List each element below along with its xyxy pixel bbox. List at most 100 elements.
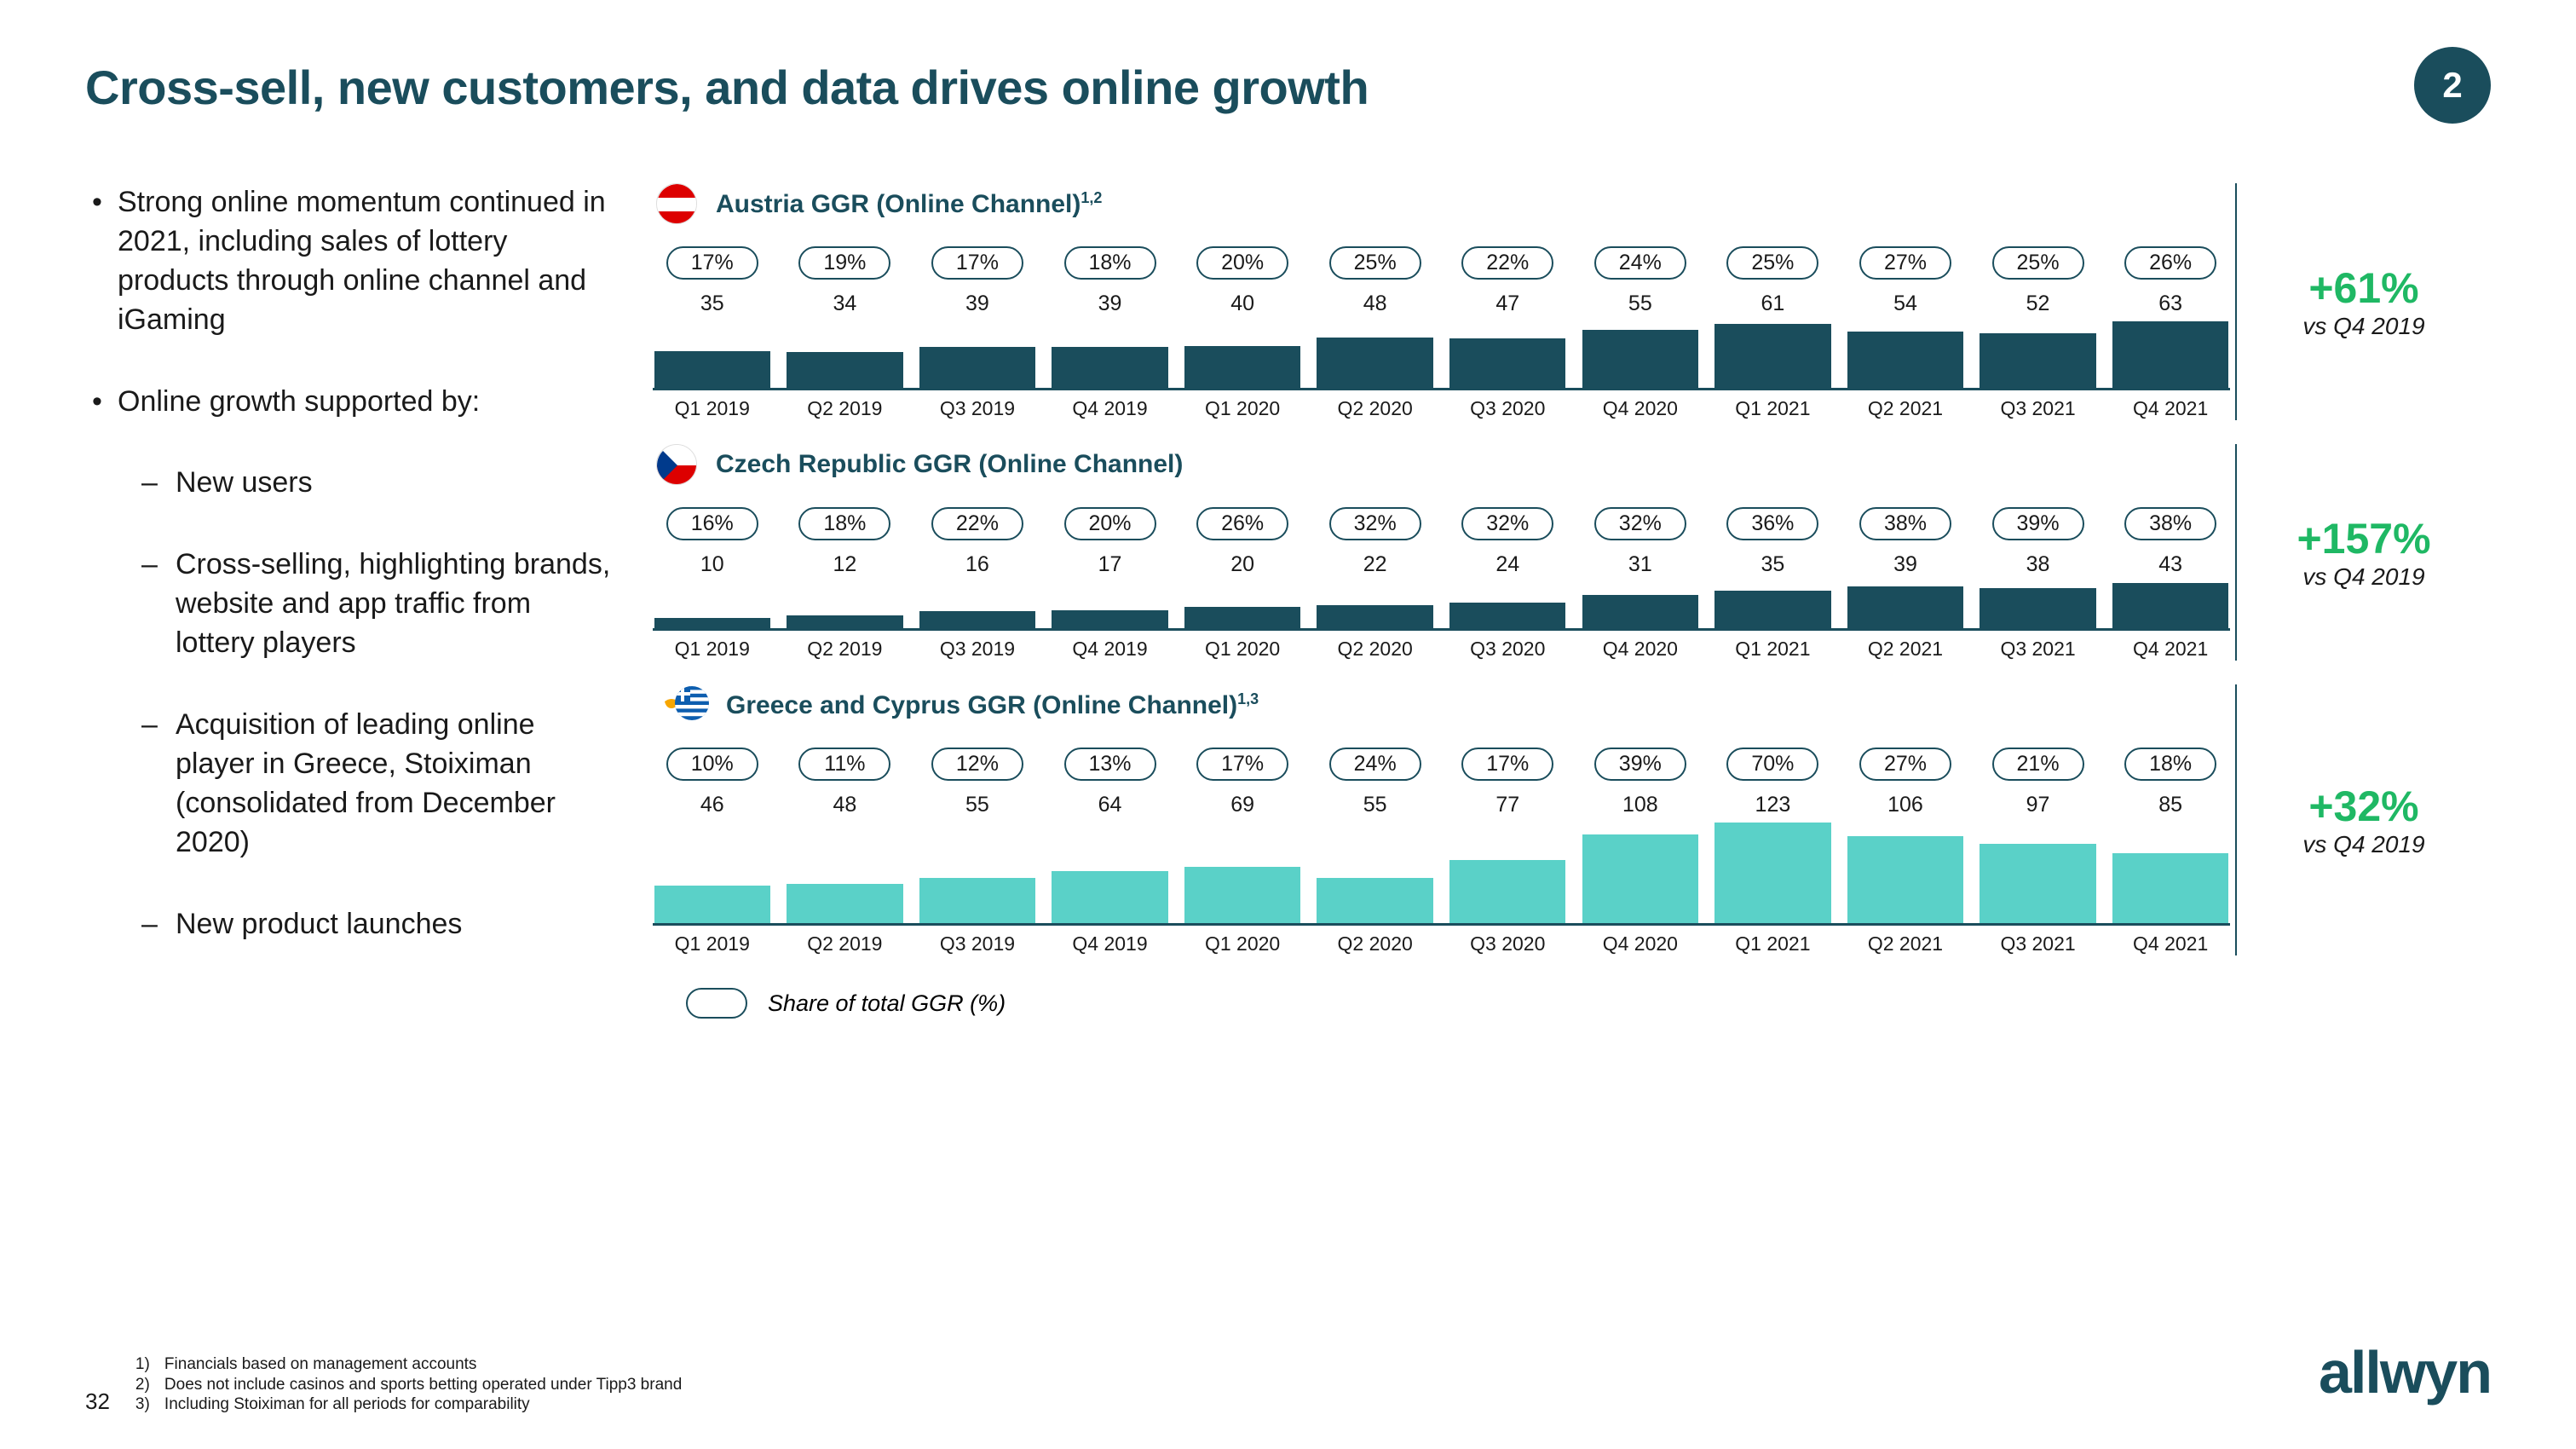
czech-col-5: 32%22	[1311, 507, 1440, 628]
austria-growth-sub: vs Q4 2019	[2302, 313, 2424, 340]
greece-growth: +32%vs Q4 2019	[2235, 684, 2491, 955]
czech-value-label-7: 31	[1628, 552, 1652, 577]
greece-xlabel-8: Q1 2021	[1709, 932, 1838, 955]
greece-bar-2	[919, 878, 1035, 923]
greece-col-7: 39%108	[1576, 748, 1705, 923]
austria-chart-title: Austria GGR (Online Channel)1,2	[716, 189, 1102, 219]
greece-bar-11	[2112, 853, 2228, 923]
czech-value-label-8: 35	[1761, 552, 1785, 577]
austria-col-10: 25%52	[1974, 246, 2103, 388]
austria-col-2: 17%39	[913, 246, 1042, 388]
greece-value-label-4: 69	[1230, 793, 1254, 817]
czech-value-label-4: 20	[1230, 552, 1254, 577]
greece-xlabel-6: Q3 2020	[1443, 932, 1572, 955]
austria-value-label-4: 40	[1230, 292, 1254, 316]
greece-bar-0	[654, 886, 770, 923]
austria-value-label-8: 61	[1761, 292, 1785, 316]
greece-col-9: 27%106	[1841, 748, 1970, 923]
austria-bar-1	[787, 352, 902, 388]
greece-value-label-3: 64	[1098, 793, 1122, 817]
austria-share-pill-10: 25%	[1992, 246, 2084, 280]
greece-col-2: 12%55	[913, 748, 1042, 923]
czech-share-pill-6: 32%	[1461, 507, 1553, 540]
footnote-1: 1)Financials based on management account…	[135, 1354, 682, 1375]
greece-bar-7	[1582, 834, 1698, 923]
greece-bar-4	[1184, 867, 1300, 923]
czech-value-label-3: 17	[1098, 552, 1122, 577]
austria-col-9: 27%54	[1841, 246, 1970, 388]
austria-value-label-0: 35	[700, 292, 724, 316]
greece-xlabel-3: Q4 2019	[1046, 932, 1175, 955]
austria-share-pill-11: 26%	[2124, 246, 2216, 280]
greece-col-6: 17%77	[1443, 748, 1572, 923]
austria-value-label-11: 63	[2158, 292, 2182, 316]
czech-value-label-5: 22	[1363, 552, 1387, 577]
austria-share-pill-2: 17%	[931, 246, 1023, 280]
czech-xlabel-3: Q4 2019	[1046, 638, 1175, 661]
czech-col-10: 39%38	[1974, 507, 2103, 628]
body: Strong online momentum continued in 2021…	[85, 183, 2491, 1019]
greece-value-label-2: 55	[965, 793, 989, 817]
czech-bar-4	[1184, 607, 1300, 628]
greece-value-label-8: 123	[1755, 793, 1791, 817]
austria-bar-11	[2112, 321, 2228, 388]
austria-value-label-9: 54	[1893, 292, 1917, 316]
czech-value-label-11: 43	[2158, 552, 2182, 577]
greece-xlabel-9: Q2 2021	[1841, 932, 1970, 955]
greece-xlabel-10: Q3 2021	[1974, 932, 2103, 955]
greece-chart-title: Greece and Cyprus GGR (Online Channel)1,…	[726, 690, 1259, 720]
czech-growth-sub: vs Q4 2019	[2302, 563, 2424, 591]
austria-share-pill-6: 22%	[1461, 246, 1553, 280]
austria-col-5: 25%48	[1311, 246, 1440, 388]
left-bullets: Strong online momentum continued in 2021…	[85, 183, 648, 1019]
chart-row-czech: Czech Republic GGR (Online Channel)16%10…	[648, 444, 2491, 661]
czech-xlabel-11: Q4 2021	[2106, 638, 2235, 661]
austria-xlabel-0: Q1 2019	[648, 397, 777, 420]
austria-xlabel-1: Q2 2019	[781, 397, 910, 420]
austria-bar-0	[654, 351, 770, 388]
greece-share-pill-5: 24%	[1329, 748, 1421, 781]
legend: Share of total GGR (%)	[648, 988, 2491, 1019]
czech-col-6: 32%24	[1443, 507, 1572, 628]
austria-value-label-7: 55	[1628, 292, 1652, 316]
greece-share-pill-0: 10%	[666, 748, 758, 781]
greece-bar-9	[1847, 836, 1963, 923]
bullet-2a: New users	[85, 464, 614, 503]
greece-growth-value: +32%	[2308, 782, 2418, 831]
austria-xlabel-6: Q3 2020	[1443, 397, 1572, 420]
greece-bar-10	[1980, 844, 2095, 923]
czech-share-pill-3: 20%	[1064, 507, 1156, 540]
greece-value-label-0: 46	[700, 793, 724, 817]
austria-bar-7	[1582, 330, 1698, 388]
austria-bar-4	[1184, 346, 1300, 388]
austria-axis	[653, 388, 2230, 390]
austria-value-label-5: 48	[1363, 292, 1387, 316]
czech-bar-9	[1847, 586, 1963, 628]
austria-xlabel-2: Q3 2019	[913, 397, 1042, 420]
greece-xlabel-7: Q4 2020	[1576, 932, 1705, 955]
czech-value-label-0: 10	[700, 552, 724, 577]
czech-growth-value: +157%	[2297, 514, 2430, 563]
greece-col-11: 18%85	[2106, 748, 2235, 923]
greece-value-label-10: 97	[2026, 793, 2050, 817]
legend-text: Share of total GGR (%)	[768, 990, 1006, 1017]
austria-xlabel-3: Q4 2019	[1046, 397, 1175, 420]
austria-col-6: 22%47	[1443, 246, 1572, 388]
czech-bar-5	[1317, 605, 1432, 628]
austria-growth-value: +61%	[2308, 263, 2418, 313]
greece-bar-8	[1714, 823, 1830, 923]
bullet-2c: Acquisition of leading online player in …	[85, 706, 614, 863]
czech-bar-8	[1714, 591, 1830, 628]
austria-col-7: 24%55	[1576, 246, 1705, 388]
chart-austria: Austria GGR (Online Channel)1,217%3519%3…	[648, 183, 2235, 420]
austria-bar-6	[1449, 338, 1565, 388]
austria-xlabel-10: Q3 2021	[1974, 397, 2103, 420]
chart-greece: Greece and Cyprus GGR (Online Channel)1,…	[648, 684, 2235, 955]
greece-xlabel-1: Q2 2019	[781, 932, 910, 955]
czech-xlabel-7: Q4 2020	[1576, 638, 1705, 661]
greece-col-4: 17%69	[1178, 748, 1307, 923]
greece-share-pill-10: 21%	[1992, 748, 2084, 781]
greece-xlabel-4: Q1 2020	[1178, 932, 1307, 955]
austria-xlabel-11: Q4 2021	[2106, 397, 2235, 420]
czech-xlabel-8: Q1 2021	[1709, 638, 1838, 661]
